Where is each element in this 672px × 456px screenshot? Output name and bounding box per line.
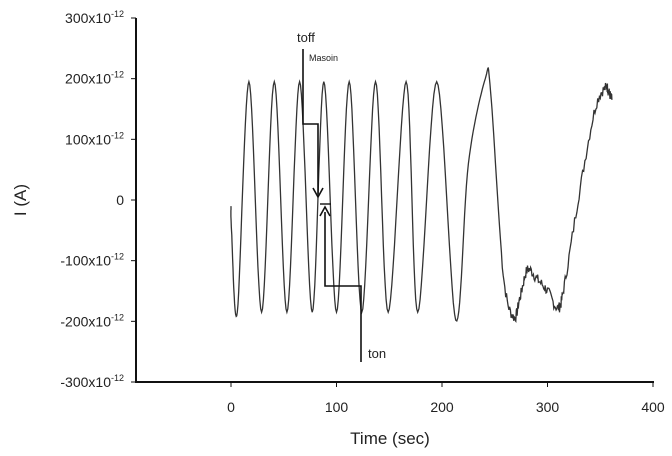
toff-arrowhead-icon bbox=[312, 187, 324, 199]
x-tick-label: 300 bbox=[536, 399, 560, 415]
y-tick-label: -200x10-12 bbox=[60, 312, 124, 329]
y-tick-label: 100x10-12 bbox=[65, 130, 124, 147]
y-tick-label: 300x10-12 bbox=[65, 9, 124, 26]
ton-label: ton bbox=[368, 346, 386, 361]
ton-arrowhead-icon bbox=[319, 205, 331, 217]
x-tick-label: 0 bbox=[227, 399, 235, 415]
x-axis-title: Time (sec) bbox=[350, 429, 430, 448]
toff-label: toff bbox=[297, 30, 315, 45]
y-tick-label: -300x10-12 bbox=[60, 373, 124, 390]
y-tick-label: 0 bbox=[116, 192, 124, 208]
x-tick-label: 100 bbox=[325, 399, 349, 415]
x-tick-label: 200 bbox=[430, 399, 454, 415]
y-tick-label: 200x10-12 bbox=[65, 70, 124, 87]
y-ticks: 300x10-12 200x10-12 100x10-12 0 -100x10-12 -2… bbox=[60, 9, 136, 390]
ton-annotation: ton bbox=[319, 205, 386, 362]
toff-annotation: toff Masoin bbox=[297, 30, 338, 205]
y-tick-label: -100x10-12 bbox=[60, 252, 124, 269]
x-ticks: 0 100 200 300 400 bbox=[227, 382, 665, 415]
ton-arrow-line bbox=[324, 212, 362, 362]
masoin-label: Masoin bbox=[309, 53, 338, 63]
x-tick-label: 400 bbox=[641, 399, 665, 415]
current-trace bbox=[230, 66, 613, 323]
y-axis-title: I (A) bbox=[11, 184, 30, 216]
toff-arrow-line bbox=[302, 49, 319, 194]
